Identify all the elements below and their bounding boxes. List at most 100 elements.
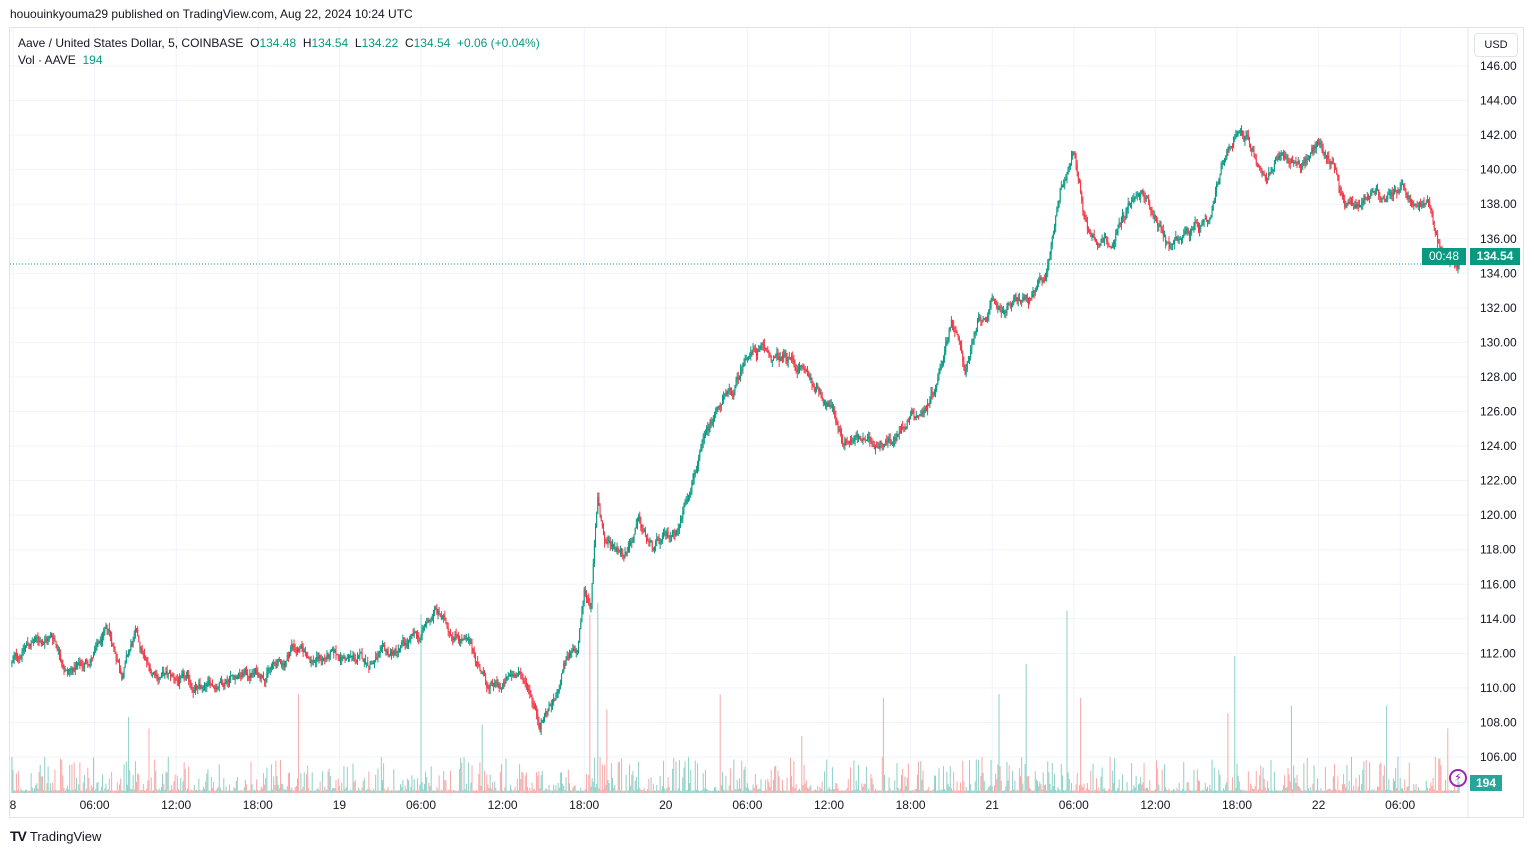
candle-body bbox=[69, 669, 71, 672]
volume-bar bbox=[1120, 790, 1122, 793]
volume-bar bbox=[1439, 758, 1441, 793]
candle-body bbox=[714, 413, 716, 416]
candle-body bbox=[881, 443, 883, 446]
volume-bar bbox=[1285, 787, 1287, 793]
candle-body bbox=[1406, 194, 1408, 199]
candle-body bbox=[886, 440, 888, 442]
volume-bar bbox=[924, 790, 926, 793]
volume-bar bbox=[452, 790, 454, 793]
tradingview-logo[interactable]: TV TradingView bbox=[10, 828, 101, 844]
lightning-icon[interactable]: ⚡ bbox=[1449, 769, 1467, 787]
volume-bar bbox=[264, 784, 266, 793]
candle-body bbox=[97, 642, 99, 644]
candle-body bbox=[1245, 135, 1247, 137]
candle-body bbox=[394, 648, 396, 651]
volume-bar bbox=[642, 789, 644, 793]
volume-bar bbox=[681, 790, 683, 793]
volume-bar bbox=[1314, 790, 1316, 793]
candle-body bbox=[1108, 244, 1110, 246]
candle-body bbox=[109, 631, 111, 637]
volume-bar bbox=[253, 789, 255, 793]
volume-bar bbox=[1051, 762, 1053, 793]
volume-bar bbox=[1296, 774, 1298, 793]
volume-bar bbox=[129, 770, 131, 793]
volume-bar bbox=[1389, 790, 1391, 793]
candle-body bbox=[1209, 218, 1211, 221]
candle-body bbox=[729, 388, 731, 390]
candle-body bbox=[180, 676, 182, 680]
candle-body bbox=[1397, 192, 1399, 194]
low-label: L bbox=[354, 36, 362, 50]
candle-body bbox=[338, 658, 340, 662]
candle-body bbox=[515, 674, 517, 679]
volume-bar bbox=[1253, 788, 1255, 793]
candle-body bbox=[868, 436, 870, 439]
candle-body bbox=[100, 639, 102, 643]
candle-body bbox=[848, 440, 850, 443]
candle-body bbox=[1174, 240, 1176, 244]
candle-body bbox=[224, 682, 226, 685]
candle-body bbox=[1012, 301, 1014, 306]
volume-bar bbox=[324, 786, 326, 793]
volume-bar bbox=[1009, 790, 1011, 793]
volume-bar bbox=[1292, 789, 1294, 793]
volume-bar bbox=[345, 787, 347, 793]
candle-body bbox=[191, 686, 193, 691]
candle-body bbox=[534, 707, 536, 709]
candle-body bbox=[392, 652, 394, 656]
candle-body bbox=[181, 674, 183, 677]
volume-bar bbox=[1272, 790, 1274, 793]
volume-bar bbox=[37, 788, 39, 793]
volume-bar bbox=[845, 790, 847, 793]
volume-bar bbox=[29, 790, 31, 793]
volume-bar bbox=[555, 785, 557, 793]
candle-body bbox=[1388, 193, 1390, 195]
candle-body bbox=[1037, 282, 1039, 288]
volume-bar bbox=[409, 790, 411, 793]
candle-body bbox=[1200, 225, 1202, 228]
volume-bar bbox=[423, 783, 425, 793]
candle-body bbox=[510, 674, 512, 676]
candle-body bbox=[218, 682, 220, 688]
candle-body bbox=[989, 305, 991, 310]
volume-bar bbox=[104, 788, 106, 793]
candle-body bbox=[624, 552, 626, 557]
volume-bar bbox=[354, 779, 356, 793]
candle-body bbox=[861, 439, 863, 442]
candle-body bbox=[879, 440, 881, 447]
candle-body bbox=[302, 646, 304, 652]
candle-body bbox=[640, 522, 642, 529]
volume-bar bbox=[109, 790, 111, 793]
candle-body bbox=[479, 664, 481, 670]
volume-bar bbox=[124, 790, 126, 793]
volume-bar bbox=[692, 790, 694, 793]
candle-body bbox=[846, 441, 848, 443]
volume-bar bbox=[932, 789, 934, 793]
candle-body bbox=[1373, 191, 1375, 194]
volume-bar bbox=[1115, 790, 1117, 793]
candle-body bbox=[49, 634, 51, 637]
candle-body bbox=[710, 421, 712, 424]
volume-bar bbox=[750, 789, 752, 793]
volume-bar bbox=[1055, 789, 1057, 793]
candle-body bbox=[269, 668, 271, 670]
candle-body bbox=[1277, 156, 1279, 160]
currency-button[interactable]: USD bbox=[1474, 33, 1518, 57]
volume-bar bbox=[821, 781, 823, 793]
volume-bar bbox=[119, 784, 121, 793]
candle-body bbox=[1055, 216, 1057, 227]
candle-body bbox=[1333, 163, 1335, 168]
candle-body bbox=[200, 685, 202, 689]
candle-body bbox=[1382, 196, 1384, 199]
candle-body bbox=[369, 664, 371, 668]
candle-body bbox=[672, 530, 674, 537]
candle-body bbox=[21, 650, 23, 658]
candle-body bbox=[1269, 172, 1271, 174]
volume-bar bbox=[210, 776, 212, 793]
volume-bar bbox=[1124, 790, 1126, 793]
volume-bar bbox=[1020, 776, 1022, 793]
candle-body bbox=[1389, 193, 1391, 195]
volume-bar bbox=[74, 789, 76, 793]
candle-body bbox=[749, 356, 751, 358]
